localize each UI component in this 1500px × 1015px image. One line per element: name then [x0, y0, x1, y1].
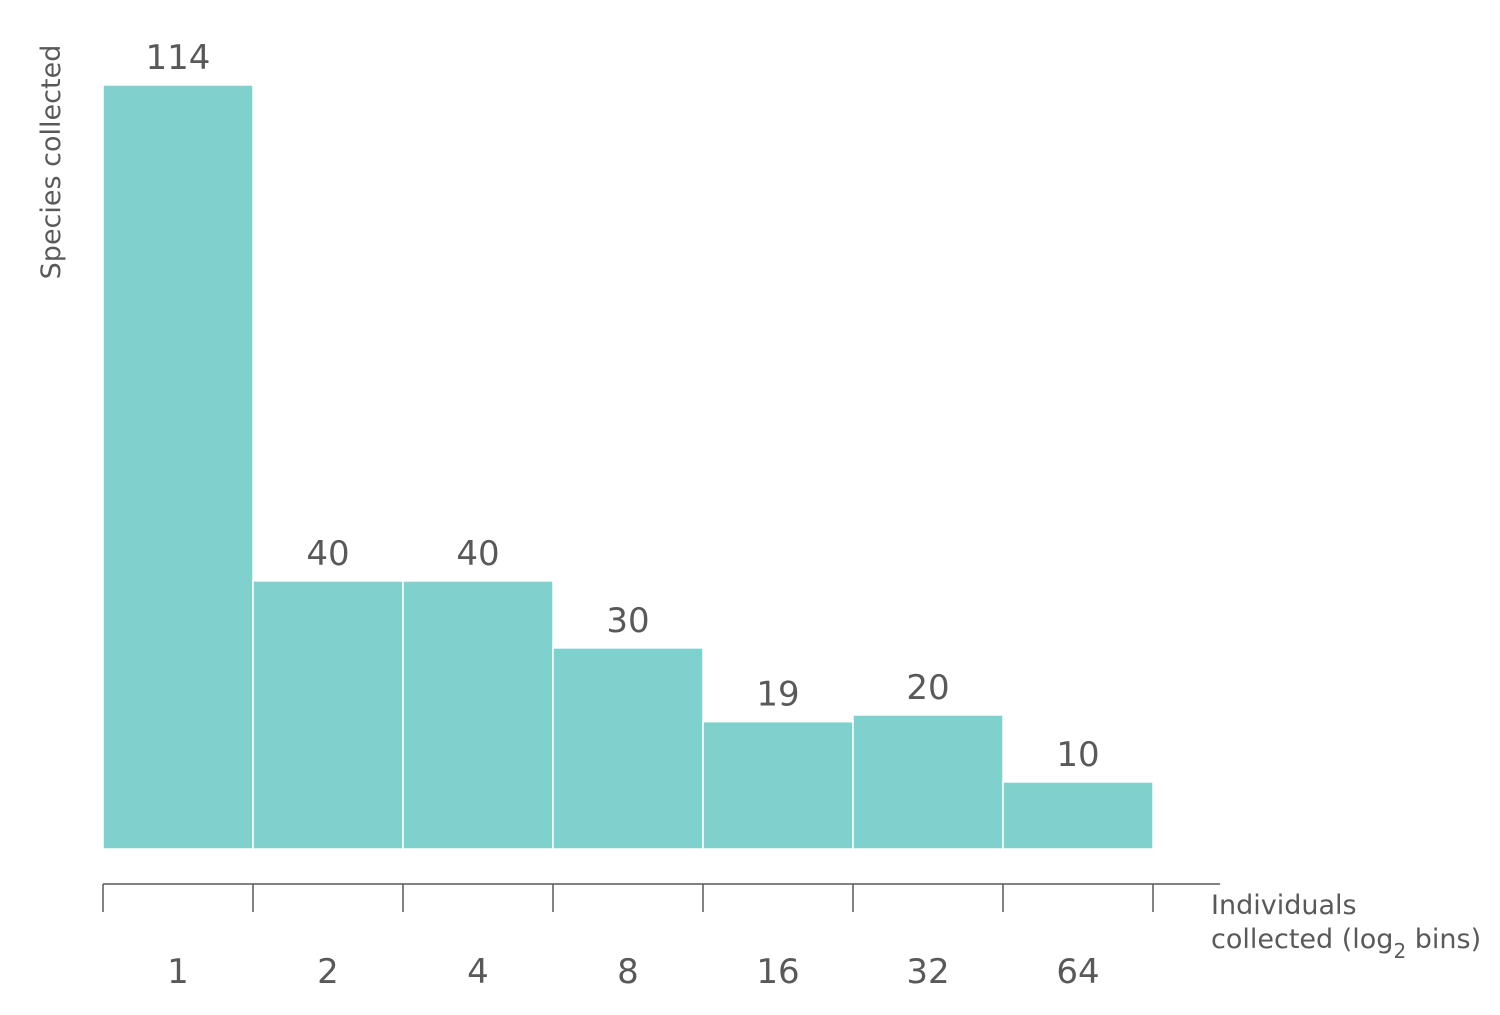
tick-label-64: 64	[1056, 952, 1099, 992]
tick-label-2: 2	[317, 952, 339, 992]
x-axis-label-line2: collected (log2 bins)	[1211, 924, 1481, 963]
y-axis-label: Species collected	[36, 45, 67, 280]
bar-2	[252, 580, 404, 850]
tick-label-32: 32	[906, 952, 949, 992]
x-axis-label-pre: collected (log	[1211, 924, 1393, 955]
value-labels-group: 114 40 40 30 19 20 10	[146, 38, 1100, 775]
bars-group	[102, 84, 1154, 850]
tick-labels-group: 1 2 4 8 16 32 64	[167, 952, 1099, 992]
bar-1	[102, 84, 254, 850]
x-axis-label-line1: Individuals	[1211, 890, 1357, 921]
tick-label-4: 4	[467, 952, 489, 992]
value-label-1: 114	[146, 38, 211, 78]
bar-64	[1002, 781, 1154, 850]
value-label-32: 20	[906, 668, 949, 708]
tick-label-8: 8	[617, 952, 639, 992]
bar-16	[702, 720, 854, 850]
value-label-2: 40	[306, 534, 349, 574]
tick-label-1: 1	[167, 952, 189, 992]
value-label-4: 40	[456, 534, 499, 574]
value-label-8: 30	[606, 601, 649, 641]
x-axis-label-subscript: 2	[1393, 939, 1406, 963]
x-axis	[102, 883, 1220, 912]
tick-label-16: 16	[756, 952, 799, 992]
bar-8	[552, 647, 704, 850]
value-label-64: 10	[1056, 735, 1099, 775]
x-axis-label-post: bins)	[1406, 924, 1481, 955]
bar-4	[402, 580, 554, 850]
bar-32	[852, 714, 1004, 850]
value-label-16: 19	[756, 675, 799, 715]
